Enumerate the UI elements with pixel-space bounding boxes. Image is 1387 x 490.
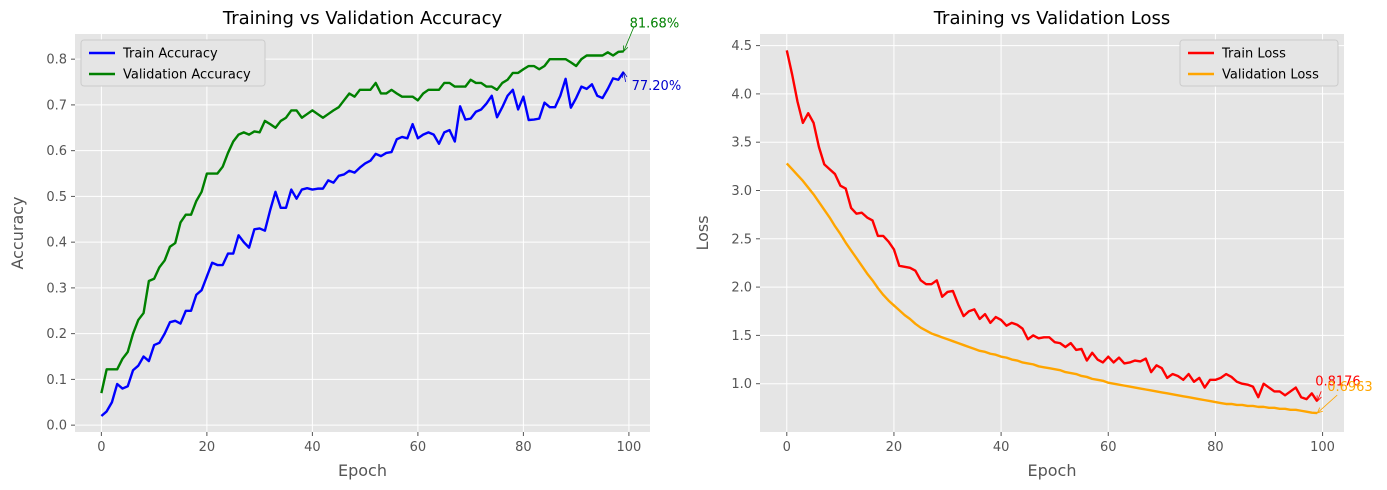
- series-line-validation-loss: [785, 162, 1318, 415]
- legend: Train Accuracy Validation Accuracy: [80, 39, 266, 87]
- loss-chart: 0 20 40 60 80 100 1.0 1.5 2.0 2.5 3.0 3.5 4.0 4.5 0.81…: [693, 8, 1373, 480]
- annotation-label: 0.8176: [1315, 374, 1361, 389]
- y-tick-label: 0.5: [46, 190, 67, 205]
- annotation-arrowhead: [1316, 407, 1324, 414]
- x-tick-label: 20: [199, 440, 216, 455]
- x-axis-label: Epoch: [338, 461, 387, 480]
- accuracy-chart: 0 20 40 60 80 100 0.0 0.1 0.2 0.3 0.4 0.5 0.6 0.7 0.8 8…: [8, 8, 681, 480]
- legend: Train Loss Validation Loss: [1179, 39, 1339, 87]
- x-tick-label: 40: [993, 440, 1010, 455]
- plot-area: [75, 34, 650, 432]
- legend-box: [1179, 39, 1339, 87]
- annotation-arrowhead: [623, 45, 629, 53]
- y-tick-label: 0.2: [46, 327, 67, 342]
- legend-box: [80, 39, 266, 87]
- annotation-arrow: [623, 71, 627, 83]
- annotation-label: 81.68%: [630, 16, 680, 31]
- chart-title: Training vs Validation Accuracy: [222, 8, 503, 29]
- series-line-train-accuracy: [100, 71, 625, 417]
- y-tick-label: 0.1: [46, 373, 67, 388]
- x-tick-label: 60: [1100, 440, 1117, 455]
- y-tick-label: 3.0: [731, 184, 752, 199]
- y-tick-label: 3.5: [731, 136, 752, 151]
- x-tick-label: 80: [515, 440, 532, 455]
- y-tick-label: 0.7: [46, 98, 67, 113]
- y-tick-label: 2.0: [731, 281, 752, 296]
- y-tick-label: 1.0: [731, 377, 752, 392]
- y-tick-label: 0.8: [46, 53, 67, 68]
- x-tick-label: 60: [410, 440, 427, 455]
- x-axis-label: Epoch: [1028, 461, 1077, 480]
- chart-title: Training vs Validation Loss: [933, 8, 1171, 29]
- legend-label: Validation Accuracy: [123, 68, 251, 83]
- x-tick-label: 100: [1310, 440, 1335, 455]
- legend-label: Train Loss: [1221, 47, 1286, 62]
- y-tick-label: 1.5: [731, 329, 752, 344]
- x-tick-label: 0: [97, 440, 105, 455]
- plot-area: [760, 34, 1344, 432]
- annotation-arrow: [623, 27, 634, 52]
- legend-label: Validation Loss: [1222, 68, 1319, 83]
- annotation-arrowhead: [1316, 395, 1322, 403]
- series-line-validation-accuracy: [100, 50, 624, 394]
- x-tick-label: 0: [783, 440, 791, 455]
- annotation-label: 77.20%: [632, 79, 682, 94]
- y-tick-label: 2.5: [731, 232, 752, 247]
- annotation-label: 0.6963: [1327, 380, 1373, 395]
- x-tick-label: 80: [1207, 440, 1224, 455]
- y-axis-label: Loss: [693, 215, 712, 250]
- y-tick-label: 0.3: [46, 281, 67, 296]
- legend-label: Train Accuracy: [122, 47, 218, 62]
- x-tick-label: 40: [304, 440, 321, 455]
- y-tick-label: 4.5: [731, 39, 752, 54]
- y-tick-label: 0.6: [46, 144, 67, 159]
- annotation-arrow: [1316, 391, 1322, 402]
- y-tick-label: 0.4: [46, 236, 67, 251]
- y-axis-label: Accuracy: [8, 196, 27, 269]
- series-line-train-loss: [785, 50, 1319, 402]
- y-tick-label: 4.0: [731, 87, 752, 102]
- y-tick-label: 0.0: [46, 419, 67, 434]
- x-tick-label: 20: [886, 440, 903, 455]
- annotation-arrow: [1316, 394, 1338, 414]
- annotation-arrowhead: [622, 70, 628, 78]
- x-tick-label: 100: [616, 440, 641, 455]
